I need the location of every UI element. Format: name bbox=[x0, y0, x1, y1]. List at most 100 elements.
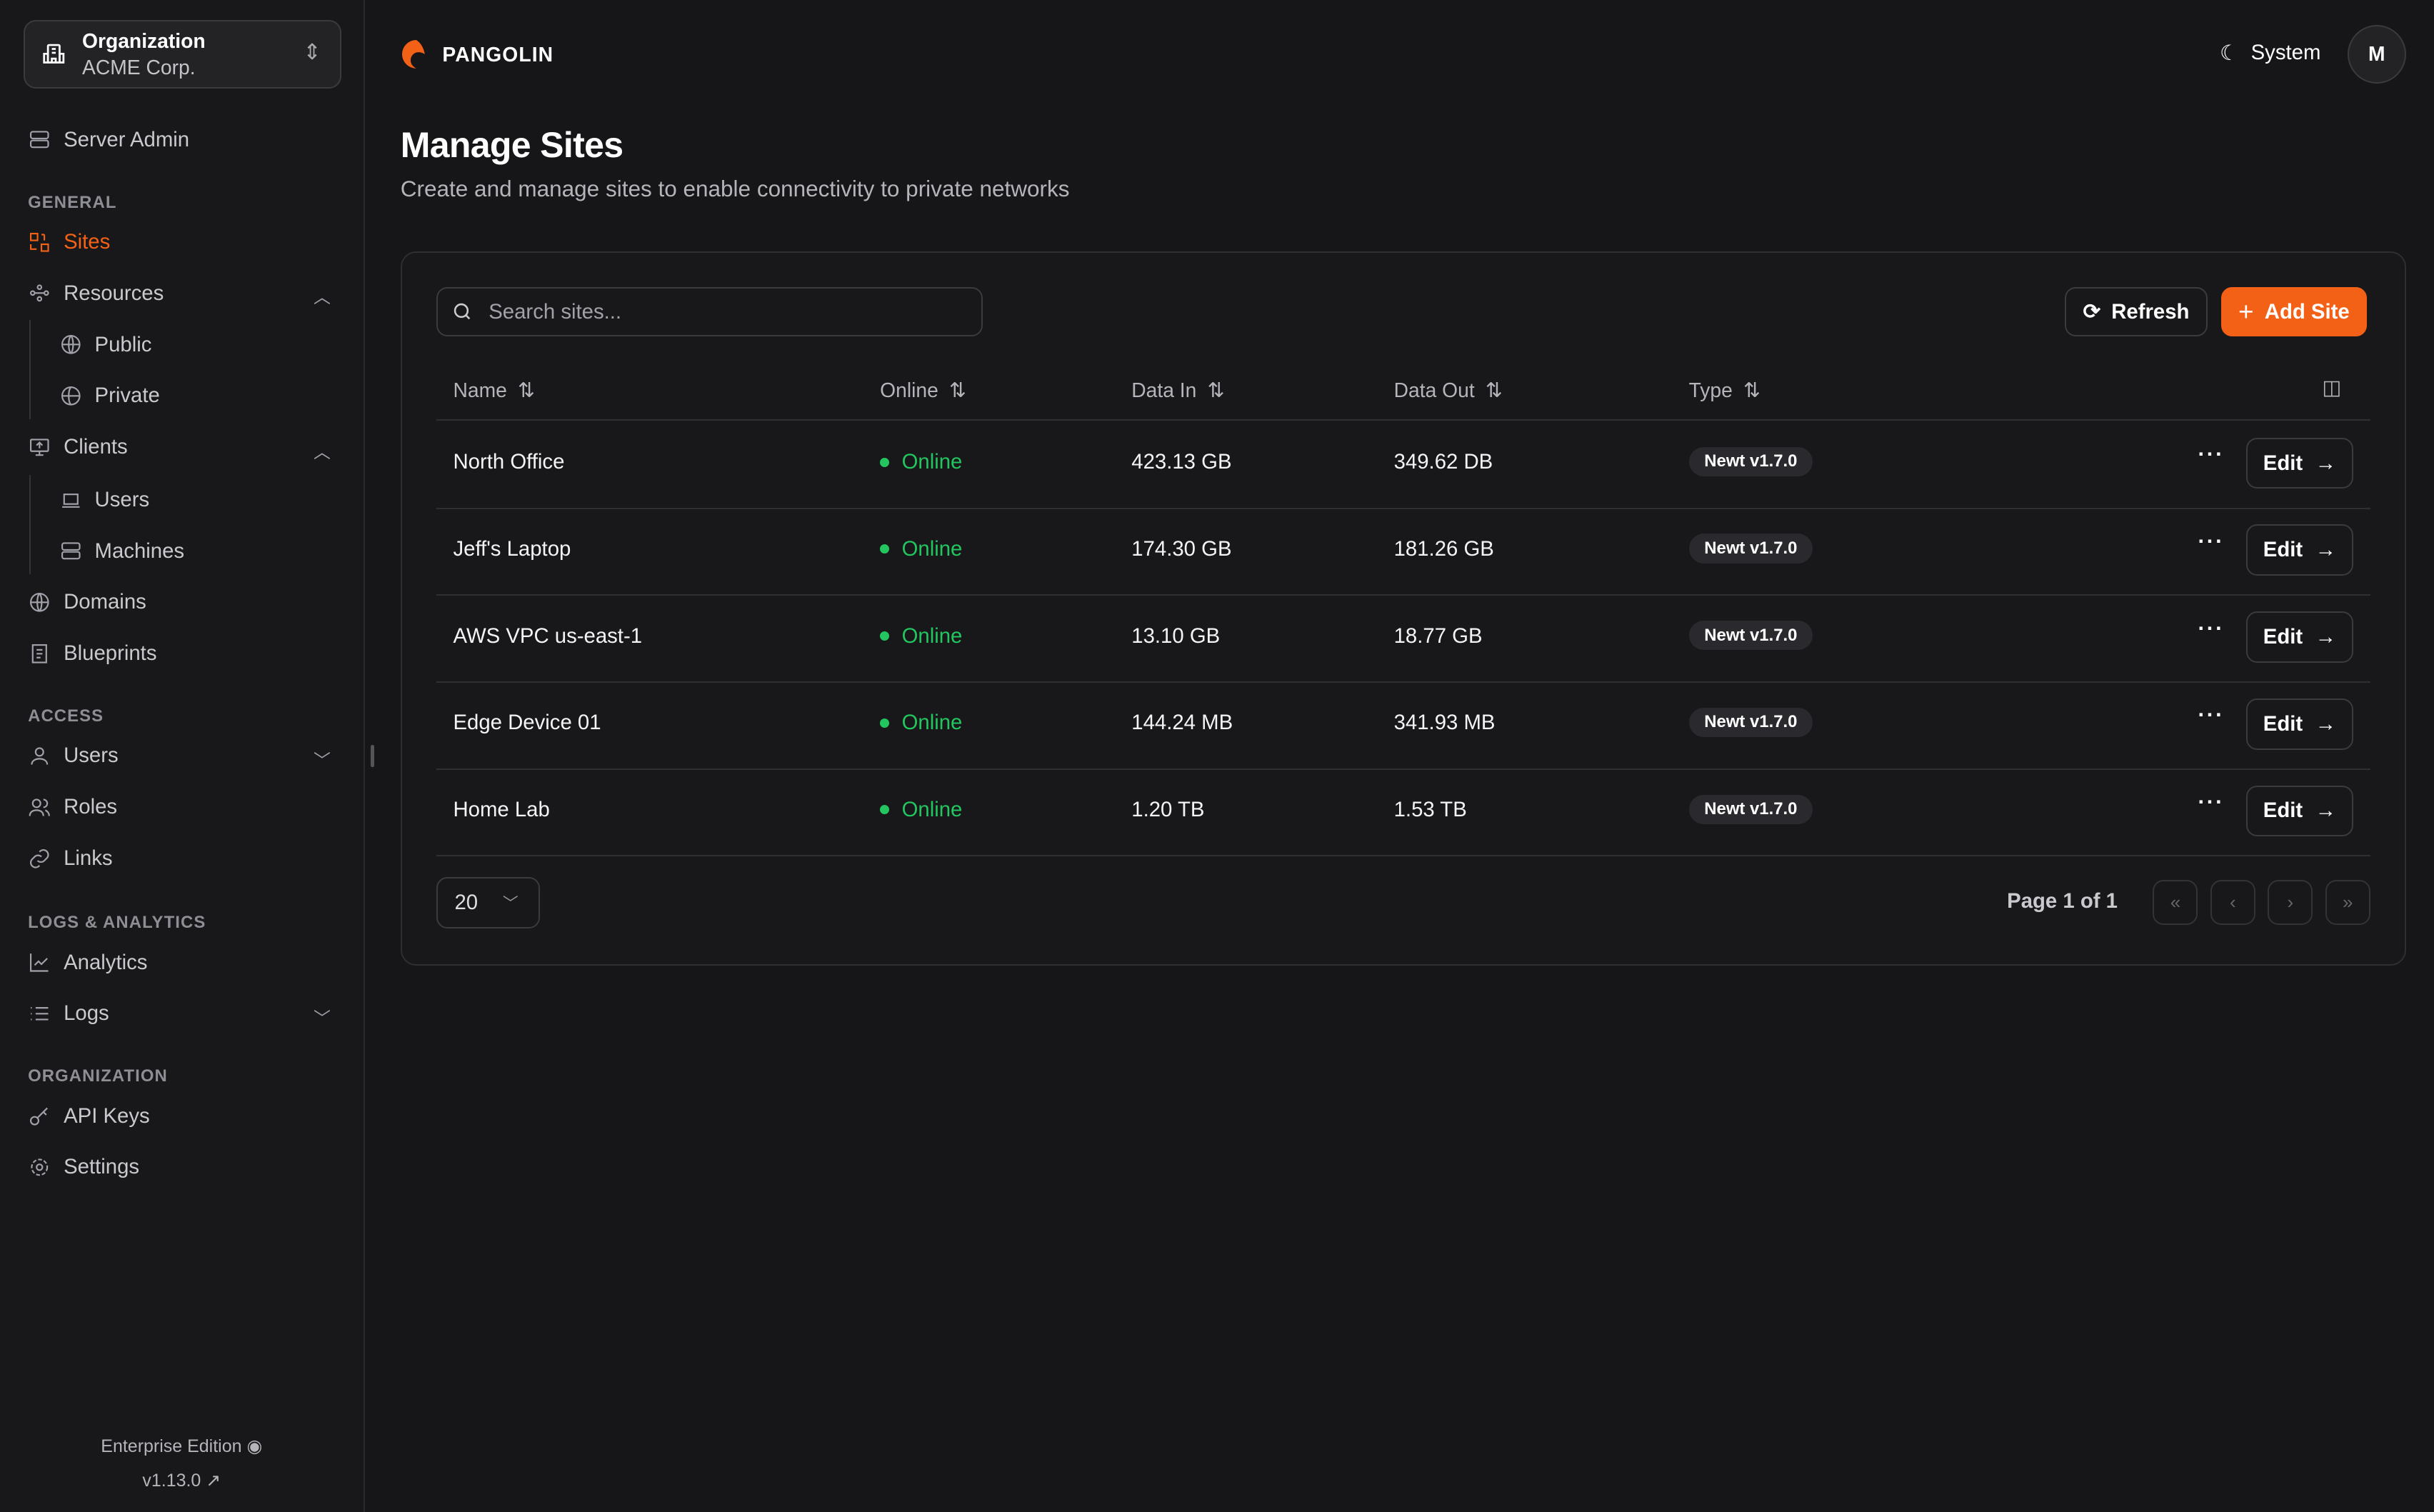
edit-button[interactable]: Edit → bbox=[2245, 698, 2353, 750]
status-text: Online bbox=[901, 797, 963, 821]
more-actions-icon[interactable]: ··· bbox=[2198, 790, 2225, 815]
last-page-button[interactable]: » bbox=[2325, 880, 2370, 926]
sort-icon: ⇅ bbox=[949, 379, 966, 402]
nav-label: Public bbox=[94, 332, 152, 356]
version-link[interactable]: v1.13.0 ↗ bbox=[0, 1470, 364, 1491]
nav-analytics[interactable]: Analytics bbox=[28, 947, 147, 978]
nav-label: Server Admin bbox=[64, 127, 190, 151]
nav-server-admin[interactable]: Server Admin bbox=[28, 124, 189, 155]
nav-blueprints[interactable]: Blueprints bbox=[28, 638, 157, 669]
more-actions-icon[interactable]: ··· bbox=[2198, 616, 2225, 641]
column-header-online[interactable]: Online ⇅ bbox=[880, 379, 966, 402]
section-access: ACCESS bbox=[28, 706, 104, 726]
refresh-icon: ⟳ bbox=[2083, 300, 2101, 324]
type-badge: Newt v1.7.0 bbox=[1688, 446, 1813, 476]
search-box[interactable] bbox=[436, 286, 983, 337]
first-page-button[interactable]: « bbox=[2153, 880, 2198, 926]
nav-client-users[interactable]: Users bbox=[59, 484, 149, 515]
status-dot-icon bbox=[880, 631, 890, 641]
nav-links[interactable]: Links bbox=[28, 843, 113, 873]
table-header: Name ⇅ Online ⇅ Data In ⇅ Data Out ⇅ Type ⇅ ◫ bbox=[436, 369, 2370, 421]
status-text: Online bbox=[901, 450, 963, 474]
data-in: 13.10 GB bbox=[1131, 624, 1221, 648]
nav-users[interactable]: Users bbox=[28, 741, 119, 771]
site-name[interactable]: AWS VPC us-east-1 bbox=[453, 624, 643, 648]
divider bbox=[29, 475, 31, 575]
add-site-button[interactable]: + Add Site bbox=[2221, 286, 2367, 337]
table-row: Jeff's Laptop Online 174.30 GB 181.26 GB… bbox=[436, 508, 2370, 596]
column-header-name[interactable]: Name ⇅ bbox=[453, 379, 534, 402]
section-logs: LOGS & ANALYTICS bbox=[28, 913, 206, 933]
edit-button[interactable]: Edit → bbox=[2245, 524, 2353, 576]
search-input[interactable] bbox=[485, 298, 958, 326]
sort-icon: ⇅ bbox=[1207, 379, 1225, 402]
type-badge: Newt v1.7.0 bbox=[1688, 534, 1813, 564]
chevron-up-icon[interactable]: ︿ bbox=[314, 287, 331, 307]
site-name[interactable]: North Office bbox=[453, 450, 565, 474]
edit-button[interactable]: Edit → bbox=[2245, 437, 2353, 489]
nav-machines[interactable]: Machines bbox=[59, 536, 184, 566]
nav-settings[interactable]: Settings bbox=[28, 1152, 139, 1183]
site-name[interactable]: Jeff's Laptop bbox=[453, 536, 571, 561]
nav-roles[interactable]: Roles bbox=[28, 791, 117, 822]
monitor-icon bbox=[30, 439, 49, 456]
add-site-label: Add Site bbox=[2264, 299, 2350, 324]
divider bbox=[29, 319, 31, 419]
resources-icon bbox=[30, 284, 49, 302]
page-title: Manage Sites bbox=[400, 124, 623, 165]
column-header-data-in[interactable]: Data In ⇅ bbox=[1131, 379, 1224, 402]
site-name[interactable]: Home Lab bbox=[453, 797, 550, 821]
columns-toggle-icon[interactable]: ◫ bbox=[2322, 375, 2342, 399]
site-name[interactable]: Edge Device 01 bbox=[453, 711, 601, 735]
theme-toggle[interactable]: ☾ System bbox=[2220, 41, 2320, 66]
edit-label: Edit bbox=[2263, 538, 2303, 562]
org-selector[interactable]: Organization ACME Corp. ⇕ bbox=[23, 20, 341, 89]
nav-resources[interactable]: Resources bbox=[28, 278, 164, 309]
nav-clients[interactable]: Clients bbox=[28, 431, 128, 462]
nav-sites[interactable]: Sites bbox=[28, 226, 110, 257]
type-badge: Newt v1.7.0 bbox=[1688, 707, 1813, 737]
globe-icon bbox=[30, 593, 49, 612]
page-size-select[interactable]: 20 ﹀ bbox=[436, 876, 541, 928]
sidebar-resize-handle[interactable] bbox=[371, 745, 374, 767]
nav-logs[interactable]: Logs bbox=[28, 998, 109, 1029]
data-in: 1.20 TB bbox=[1131, 797, 1205, 821]
next-page-button[interactable]: › bbox=[2268, 880, 2313, 926]
nav-api-keys[interactable]: API Keys bbox=[28, 1101, 150, 1131]
globe-icon bbox=[61, 335, 81, 354]
page-info: Page 1 of 1 bbox=[2007, 889, 2118, 913]
plus-icon: + bbox=[2238, 296, 2254, 326]
brand-logo[interactable]: PANGOLIN bbox=[399, 37, 554, 71]
arrow-right-icon: → bbox=[2315, 711, 2336, 736]
nav-label: Blueprints bbox=[64, 641, 157, 666]
status-online: Online bbox=[880, 624, 962, 649]
nav-domains[interactable]: Domains bbox=[28, 587, 146, 618]
more-actions-icon[interactable]: ··· bbox=[2198, 529, 2225, 554]
data-in: 144.24 MB bbox=[1131, 711, 1233, 735]
status-online: Online bbox=[880, 711, 962, 735]
prev-page-button[interactable]: ‹ bbox=[2210, 880, 2255, 926]
more-actions-icon[interactable]: ··· bbox=[2198, 703, 2225, 728]
chevron-down-icon[interactable]: ﹀ bbox=[314, 751, 331, 771]
status-dot-icon bbox=[880, 457, 890, 467]
refresh-button[interactable]: ⟳ Refresh bbox=[2064, 286, 2208, 337]
chevron-down-icon[interactable]: ﹀ bbox=[314, 1009, 331, 1029]
status-dot-icon bbox=[880, 805, 890, 815]
sort-icon: ⇅ bbox=[1743, 379, 1761, 402]
avatar[interactable]: M bbox=[2347, 24, 2406, 84]
more-actions-icon[interactable]: ··· bbox=[2198, 442, 2225, 467]
nav-private[interactable]: Private bbox=[59, 381, 160, 411]
nav-label: Resources bbox=[64, 281, 164, 305]
edit-label: Edit bbox=[2263, 451, 2303, 475]
data-in: 423.13 GB bbox=[1131, 450, 1232, 474]
edit-button[interactable]: Edit → bbox=[2245, 785, 2353, 837]
nav-public[interactable]: Public bbox=[59, 329, 152, 360]
edit-button[interactable]: Edit → bbox=[2245, 611, 2353, 663]
column-header-type[interactable]: Type ⇅ bbox=[1689, 379, 1761, 402]
edition-link[interactable]: Enterprise Edition ◉ bbox=[0, 1436, 364, 1457]
data-in: 174.30 GB bbox=[1131, 536, 1232, 561]
nav-label: Settings bbox=[64, 1155, 140, 1179]
column-header-data-out[interactable]: Data Out ⇅ bbox=[1394, 379, 1503, 402]
chevron-up-icon[interactable]: ︿ bbox=[314, 442, 331, 462]
nav-label: Clients bbox=[64, 434, 128, 459]
